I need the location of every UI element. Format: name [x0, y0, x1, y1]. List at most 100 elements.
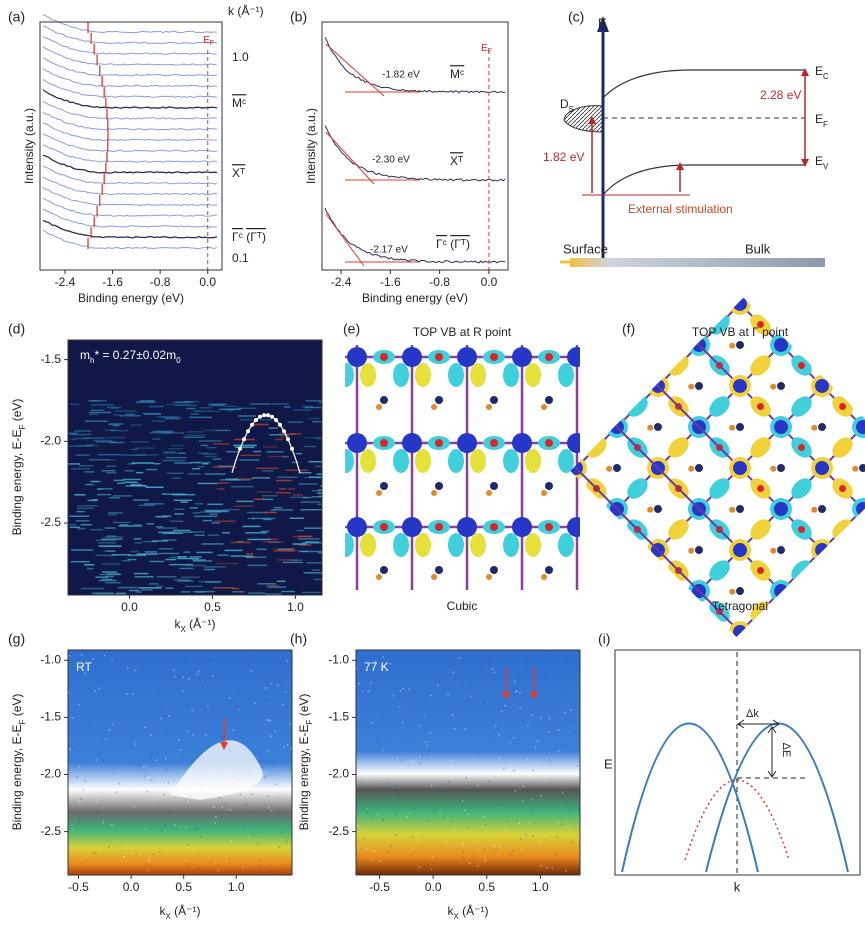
- heatmap-streak: [184, 585, 203, 588]
- heatmap-streak: [140, 400, 155, 402]
- y-tick-label: -1.5: [328, 710, 349, 724]
- surface-label: Surface: [563, 241, 608, 256]
- heatmap-streak: [104, 429, 117, 431]
- heatmap-streak: [216, 488, 225, 490]
- molecule: [570, 506, 572, 513]
- molecule: [859, 546, 865, 555]
- arpes-noise: [404, 772, 407, 774]
- axis-frame: [67, 339, 323, 596]
- heatmap-streak: [247, 596, 253, 598]
- heatmap-streak: [267, 455, 286, 458]
- atom: [839, 402, 847, 410]
- arpes-noise: [196, 827, 198, 829]
- y-axis-label: (eV): [10, 694, 24, 720]
- band-bump: [170, 740, 263, 800]
- y-tick-label: -1.0: [40, 652, 61, 666]
- molecule: [687, 711, 695, 719]
- atom: [757, 567, 765, 575]
- arpes-noise: [279, 815, 281, 818]
- arrow-head: [220, 742, 228, 750]
- heatmap-streak: [161, 515, 172, 517]
- gap-label: 2.28 eV: [760, 88, 801, 102]
- arpes-noise: [265, 698, 267, 701]
- arpes-noise: [442, 732, 444, 735]
- orbital: [503, 363, 519, 387]
- atom: [798, 443, 806, 451]
- heatmap-streak: [117, 482, 125, 485]
- heatmap-streak: [207, 503, 223, 506]
- arpes-noise: [374, 850, 376, 853]
- arpes-noise: [466, 684, 468, 687]
- plots: -2.4 -1.6 -0.8 0.0 -2.4 -1.6 -0.8 0.0 0.0 0.5 1.0 -…: [39, 14, 865, 894]
- arpes-noise: [283, 746, 285, 749]
- molecule: [811, 506, 818, 513]
- heatmap-streak: [142, 412, 161, 415]
- arpes-noise: [533, 822, 536, 825]
- arpes-noise: [536, 762, 538, 765]
- orbital: [623, 638, 651, 666]
- heatmap-streak: [282, 455, 289, 458]
- heatmap-streak: [202, 462, 209, 465]
- molecule: [859, 464, 865, 472]
- atom: [815, 297, 830, 311]
- heatmap-streak: [202, 453, 218, 455]
- molecule: [694, 381, 703, 390]
- molecule: [606, 465, 613, 472]
- heatmap-streak: [233, 478, 254, 480]
- orbital: [483, 604, 505, 618]
- axis-frame: [321, 21, 509, 271]
- arpes-noise: [69, 748, 71, 750]
- orbital: [750, 519, 771, 540]
- molecule: [770, 547, 777, 554]
- heatmap-streak: [130, 550, 139, 553]
- x-tick-label: -0.5: [68, 880, 89, 894]
- heatmap-streak: [277, 548, 294, 551]
- orbital: [470, 449, 486, 473]
- heatmap-streak: [308, 460, 322, 463]
- heatmap-streak: [80, 587, 105, 590]
- heatmap-streak: [180, 591, 191, 593]
- heatmap-streak: [118, 586, 138, 589]
- molecule: [729, 588, 736, 595]
- arpes-noise: [453, 727, 456, 730]
- edge-label: -2.17 eV: [370, 245, 408, 256]
- arpes-noise: [120, 788, 123, 790]
- heatmap-streak: [144, 503, 164, 505]
- arpes-noise: [126, 667, 129, 670]
- molecule: [541, 404, 547, 410]
- molecule: [600, 650, 608, 658]
- heatmap-streak: [240, 454, 261, 457]
- heatmap-streak: [158, 531, 175, 534]
- heatmap-streak: [77, 527, 86, 530]
- orbital: [832, 601, 853, 622]
- arpes-noise: [357, 825, 359, 827]
- heatmap-streak: [97, 488, 113, 490]
- heatmap-streak: [183, 551, 191, 553]
- atom: [757, 485, 765, 493]
- molecule: [653, 587, 662, 596]
- heatmap-streak: [121, 454, 146, 456]
- arpes-noise: [418, 725, 421, 727]
- heatmap-streak: [220, 479, 242, 481]
- heatmap-streak: [261, 470, 274, 472]
- molecule: [545, 482, 553, 490]
- arpes-noise: [420, 725, 422, 727]
- arpes-noise: [259, 859, 261, 861]
- panel-label: (h): [290, 631, 307, 647]
- heatmap-streak: [165, 417, 175, 419]
- x-axis-label: kX (Å⁻¹): [447, 903, 488, 920]
- molecule: [818, 340, 827, 349]
- heatmap-streak: [295, 452, 303, 455]
- heatmap-streak: [235, 446, 255, 449]
- atom: [609, 584, 624, 599]
- arpes-noise: [95, 853, 97, 855]
- arpes-noise: [175, 763, 177, 766]
- fit-point: [274, 418, 278, 422]
- point-label: Xᵀ: [232, 166, 245, 180]
- heatmap-streak: [305, 400, 322, 402]
- atom: [774, 337, 789, 352]
- heatmap-streak: [196, 551, 213, 554]
- orbital: [393, 617, 409, 641]
- arpes-noise: [357, 847, 359, 849]
- arpes-noise: [557, 822, 559, 824]
